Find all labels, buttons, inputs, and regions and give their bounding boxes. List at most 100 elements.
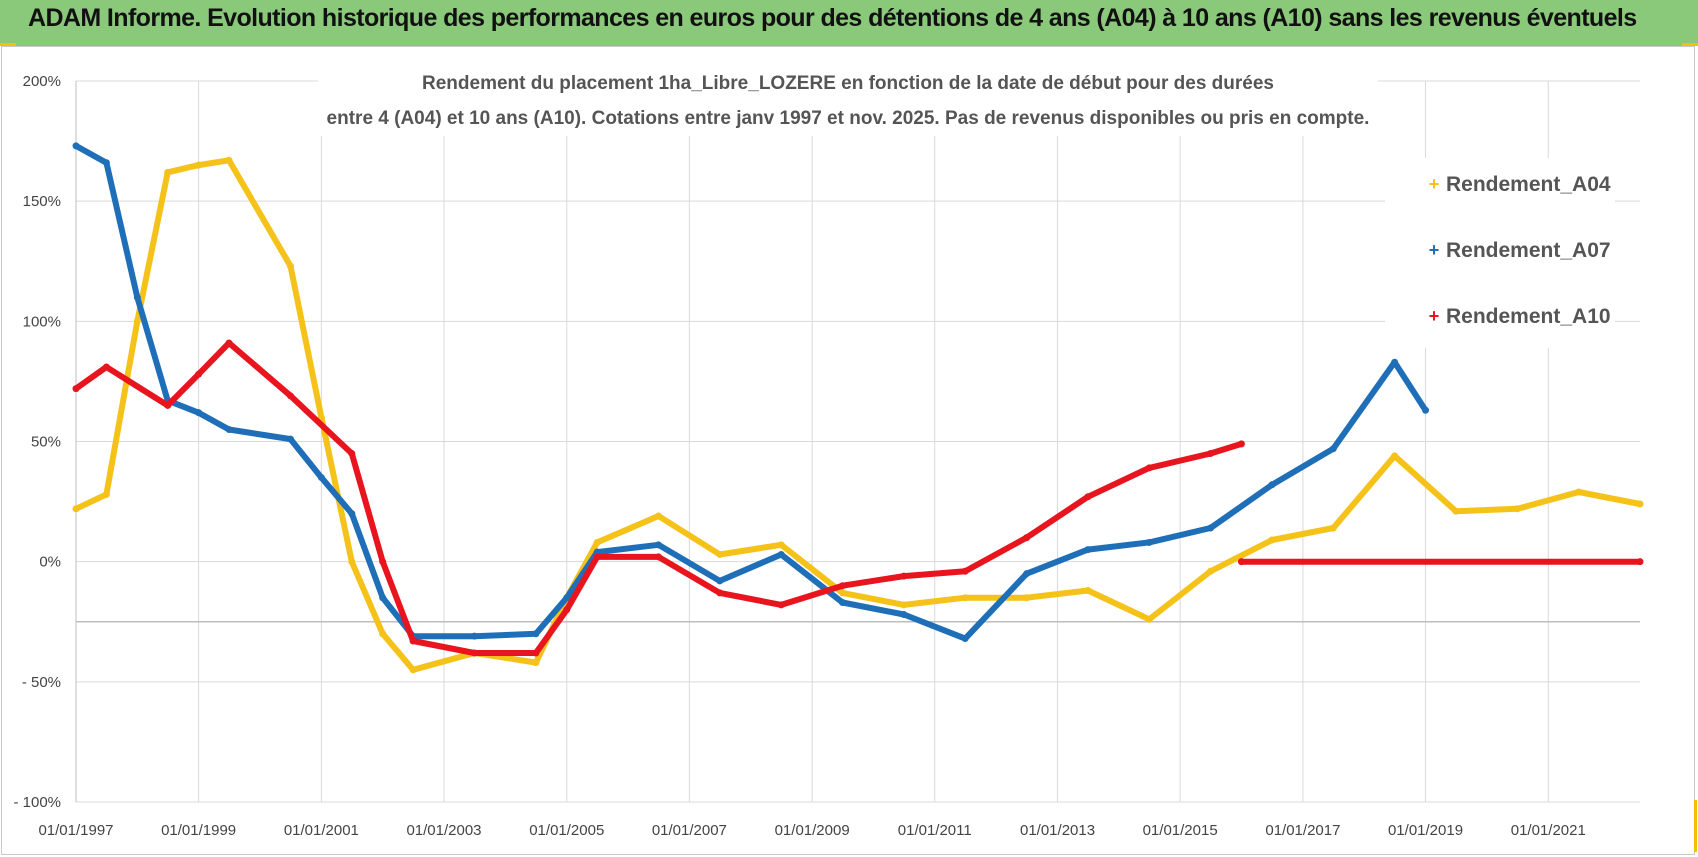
x-tick-label: 01/01/2009 bbox=[775, 822, 850, 839]
data-point bbox=[470, 649, 478, 657]
legend-marker-icon: + bbox=[1429, 240, 1440, 260]
data-point bbox=[102, 490, 110, 498]
data-point bbox=[286, 262, 294, 270]
subtitle-background bbox=[318, 62, 1378, 136]
data-point bbox=[225, 156, 233, 164]
data-point bbox=[1237, 558, 1245, 566]
data-point bbox=[900, 601, 908, 609]
y-tick-label: 200% bbox=[23, 73, 61, 90]
corner-mark-top-left bbox=[0, 43, 16, 46]
data-point bbox=[164, 401, 172, 409]
x-tick-label: 01/01/1999 bbox=[161, 822, 236, 839]
data-point bbox=[409, 637, 417, 645]
data-point bbox=[777, 550, 785, 558]
legend-marker-icon: + bbox=[1429, 174, 1440, 194]
x-tick-label: 01/01/2005 bbox=[529, 822, 604, 839]
chart-subtitle-line2: entre 4 (A04) et 10 ans (A10). Cotations… bbox=[327, 108, 1370, 129]
data-point bbox=[563, 594, 571, 602]
data-point bbox=[900, 611, 908, 619]
data-point bbox=[593, 548, 601, 556]
y-tick-label: 50% bbox=[31, 434, 61, 451]
data-point bbox=[961, 594, 969, 602]
x-tick-label: 01/01/2021 bbox=[1511, 822, 1586, 839]
legend-marker-icon: + bbox=[1429, 306, 1440, 326]
data-point bbox=[1207, 450, 1215, 458]
data-point bbox=[1145, 538, 1153, 546]
data-point bbox=[470, 632, 478, 640]
x-tick-label: 01/01/1997 bbox=[38, 822, 113, 839]
data-point bbox=[1084, 587, 1092, 595]
data-point bbox=[164, 168, 172, 176]
data-point bbox=[654, 541, 662, 549]
data-point bbox=[133, 293, 141, 301]
x-tick-label: 01/01/2015 bbox=[1143, 822, 1218, 839]
data-point bbox=[961, 567, 969, 575]
data-point bbox=[654, 553, 662, 561]
data-point bbox=[1145, 615, 1153, 623]
x-tick-label: 01/01/2013 bbox=[1020, 822, 1095, 839]
data-point bbox=[532, 649, 540, 657]
data-point bbox=[286, 392, 294, 400]
corner-mark-top-right bbox=[1682, 43, 1698, 46]
series-line-Rendement_A04 bbox=[73, 157, 1643, 673]
data-point bbox=[102, 159, 110, 167]
data-point bbox=[532, 659, 540, 667]
data-point bbox=[348, 558, 356, 566]
data-point bbox=[900, 572, 908, 580]
data-point bbox=[961, 635, 969, 643]
data-point bbox=[716, 589, 724, 597]
data-point bbox=[1268, 481, 1276, 489]
legend-label: Rendement_A07 bbox=[1446, 239, 1611, 262]
data-point bbox=[839, 589, 847, 597]
data-point bbox=[1207, 567, 1215, 575]
data-point bbox=[379, 558, 387, 566]
corner-mark-right bbox=[1694, 800, 1697, 852]
data-point bbox=[777, 541, 785, 549]
data-point bbox=[1391, 358, 1399, 366]
data-point bbox=[1422, 406, 1430, 414]
data-point bbox=[839, 582, 847, 590]
data-point bbox=[532, 630, 540, 638]
y-axis-labels: 200% 150% 100% 50% 0% - 50% - 100% bbox=[13, 73, 61, 811]
data-point bbox=[1023, 534, 1031, 542]
data-point bbox=[348, 510, 356, 518]
page-title: ADAM Informe. Evolution historique des p… bbox=[28, 4, 1637, 32]
data-point bbox=[1084, 493, 1092, 501]
data-point bbox=[72, 142, 80, 150]
x-tick-label: 01/01/2017 bbox=[1265, 822, 1340, 839]
series-line-Rendement_A10 bbox=[73, 340, 1245, 656]
data-point bbox=[195, 161, 203, 169]
chart-frame bbox=[1, 46, 1695, 855]
data-point bbox=[593, 553, 601, 561]
data-point bbox=[286, 435, 294, 443]
x-tick-label: 01/01/2019 bbox=[1388, 822, 1463, 839]
data-point bbox=[1023, 594, 1031, 602]
data-point bbox=[1575, 488, 1583, 496]
x-axis-labels: 01/01/1997 01/01/1999 01/01/2001 01/01/2003… bbox=[38, 822, 1585, 839]
legend-background bbox=[1385, 158, 1615, 348]
x-tick-label: 01/01/2011 bbox=[898, 822, 972, 839]
data-point bbox=[839, 599, 847, 607]
data-point bbox=[1329, 524, 1337, 532]
x-tick-label: 01/01/2003 bbox=[406, 822, 481, 839]
grid-lines bbox=[75, 80, 1640, 803]
y-tick-label: - 100% bbox=[13, 794, 61, 811]
data-point bbox=[1023, 570, 1031, 578]
data-point bbox=[348, 450, 356, 458]
data-point bbox=[1636, 500, 1644, 508]
data-point bbox=[72, 385, 80, 393]
data-point bbox=[1636, 558, 1644, 566]
header-bar: ADAM Informe. Evolution historique des p… bbox=[0, 0, 1698, 46]
legend-label: Rendement_A10 bbox=[1446, 305, 1611, 328]
data-point bbox=[225, 339, 233, 347]
data-point bbox=[409, 666, 417, 674]
x-tick-label: 01/01/2001 bbox=[284, 822, 359, 839]
series-lines bbox=[72, 142, 1644, 674]
data-point bbox=[1452, 507, 1460, 515]
data-point bbox=[225, 425, 233, 433]
y-tick-label: 100% bbox=[23, 313, 61, 330]
legend-label: Rendement_A04 bbox=[1446, 173, 1611, 196]
data-point bbox=[1391, 452, 1399, 460]
data-point bbox=[1207, 524, 1215, 532]
